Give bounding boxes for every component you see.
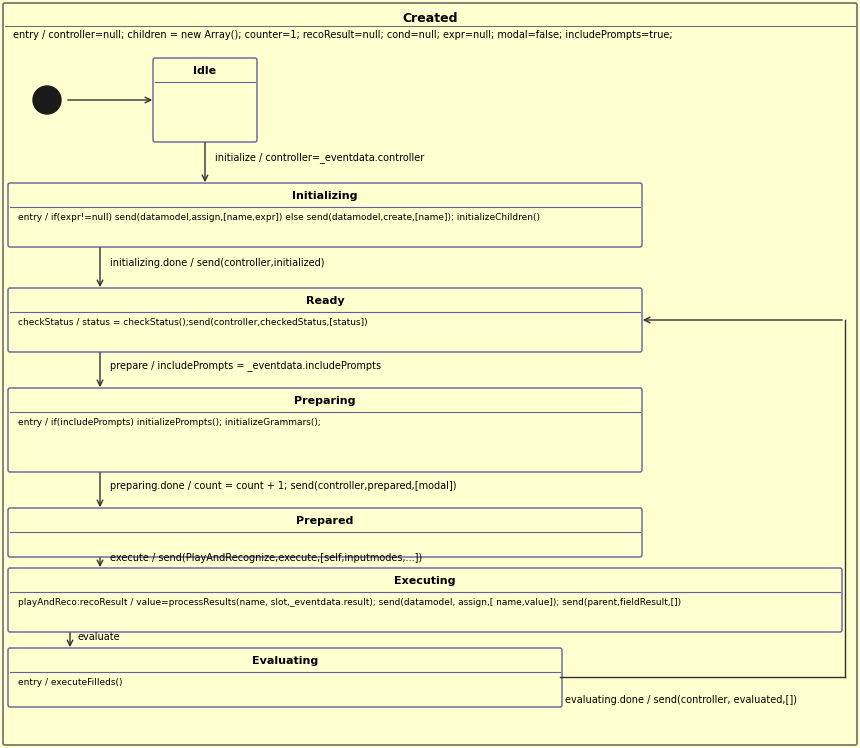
- Text: Initializing: Initializing: [292, 191, 358, 201]
- FancyBboxPatch shape: [8, 388, 642, 472]
- Text: execute / send(PlayAndRecognize,execute,[self,inputmodes,...]): execute / send(PlayAndRecognize,execute,…: [110, 553, 422, 563]
- Text: initializing.done / send(controller,initialized): initializing.done / send(controller,init…: [110, 258, 324, 268]
- Text: entry / executeFilleds(): entry / executeFilleds(): [18, 678, 122, 687]
- Text: entry / if(includePrompts) initializePrompts(); initializeGrammars();: entry / if(includePrompts) initializePro…: [18, 418, 321, 427]
- Text: checkStatus / status = checkStatus();send(controller,checkedStatus,[status]): checkStatus / status = checkStatus();sen…: [18, 318, 367, 327]
- Text: Ready: Ready: [305, 296, 344, 306]
- FancyBboxPatch shape: [8, 288, 642, 352]
- Text: prepare / includePrompts = _eventdata.includePrompts: prepare / includePrompts = _eventdata.in…: [110, 361, 381, 372]
- FancyBboxPatch shape: [8, 648, 562, 707]
- Text: playAndReco:recoResult / value=processResults(name, slot,_eventdata.result); sen: playAndReco:recoResult / value=processRe…: [18, 598, 681, 607]
- Text: Evaluating: Evaluating: [252, 656, 318, 666]
- Circle shape: [33, 86, 61, 114]
- Text: evaluate: evaluate: [78, 632, 120, 642]
- Text: evaluating.done / send(controller, evaluated,[]): evaluating.done / send(controller, evalu…: [565, 695, 797, 705]
- Text: entry / controller=null; children = new Array(); counter=1; recoResult=null; con: entry / controller=null; children = new …: [13, 30, 673, 40]
- Text: Created: Created: [402, 11, 458, 25]
- Text: initialize / controller=_eventdata.controller: initialize / controller=_eventdata.contr…: [215, 153, 424, 164]
- FancyBboxPatch shape: [153, 58, 257, 142]
- Text: Idle: Idle: [194, 66, 217, 76]
- Text: Preparing: Preparing: [294, 396, 356, 406]
- FancyBboxPatch shape: [8, 183, 642, 247]
- Text: Executing: Executing: [394, 576, 456, 586]
- FancyBboxPatch shape: [8, 568, 842, 632]
- Text: Prepared: Prepared: [297, 516, 353, 526]
- Text: entry / if(expr!=null) send(datamodel,assign,[name,expr]) else send(datamodel,cr: entry / if(expr!=null) send(datamodel,as…: [18, 213, 540, 222]
- FancyBboxPatch shape: [8, 508, 642, 557]
- Text: preparing.done / count = count + 1; send(controller,prepared,[modal]): preparing.done / count = count + 1; send…: [110, 481, 457, 491]
- FancyBboxPatch shape: [3, 3, 857, 745]
